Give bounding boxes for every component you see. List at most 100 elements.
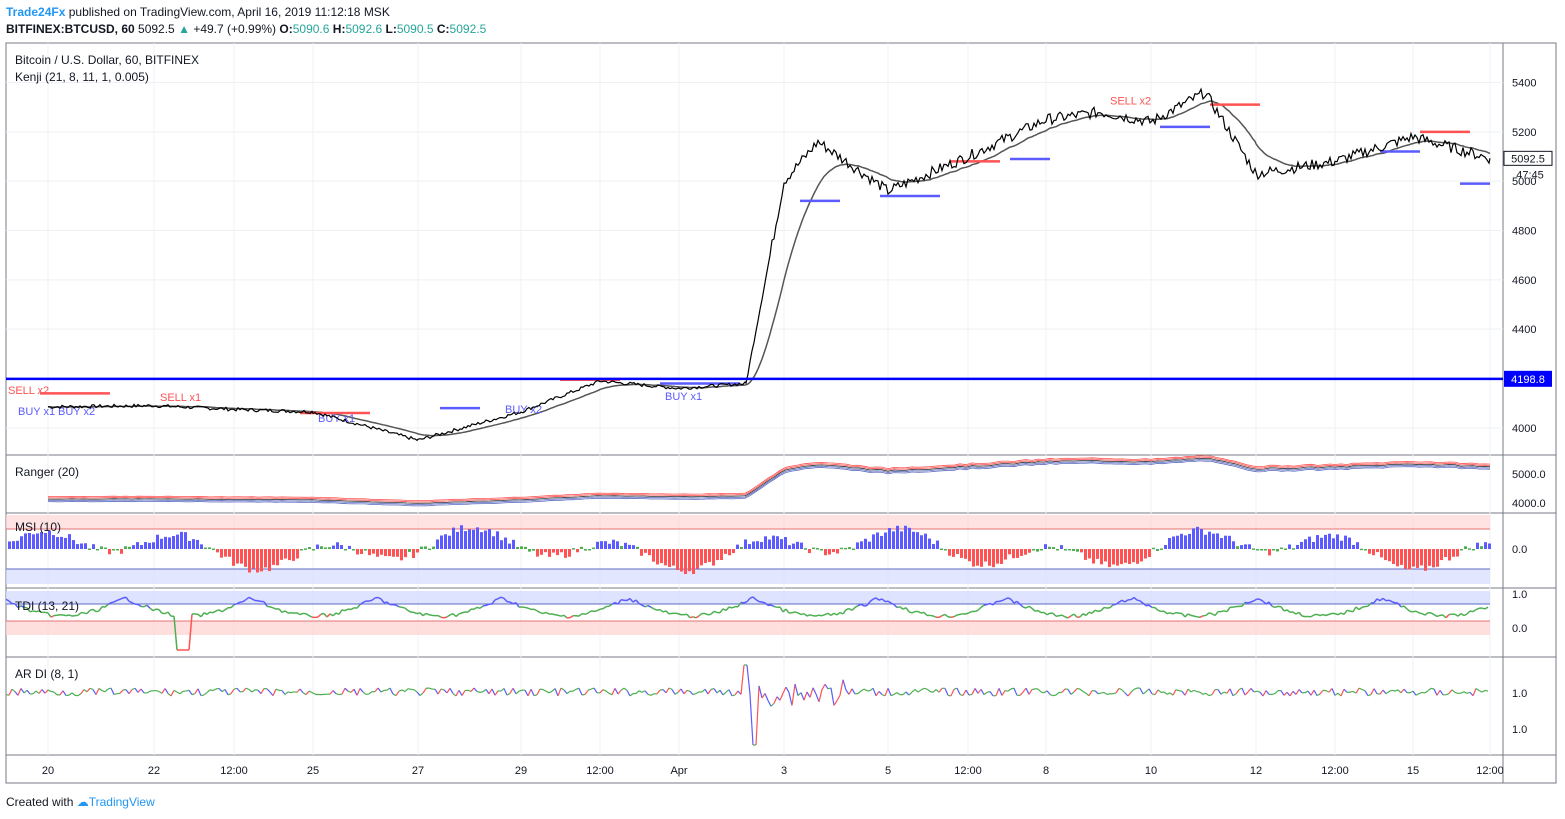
msi-bar <box>412 549 415 559</box>
msi-bar <box>944 549 947 551</box>
ardi-segment <box>578 688 583 696</box>
tdi-segment <box>596 608 601 612</box>
ardi-segment <box>1235 689 1240 695</box>
msi-bar <box>400 549 403 561</box>
ardi-segment <box>974 688 979 694</box>
tdi-segment <box>68 614 73 617</box>
ardi-segment <box>179 690 184 695</box>
ardi-segment <box>257 689 262 695</box>
ardi-segment <box>821 684 826 690</box>
ardi-segment <box>1295 689 1300 695</box>
ardi-segment <box>734 690 739 696</box>
msi-bar <box>488 529 491 549</box>
tdi-segment <box>1259 598 1264 602</box>
tdi-segment <box>461 611 466 614</box>
ardi-segment <box>224 689 229 696</box>
ardi-segment <box>236 687 241 693</box>
ardi-segment <box>1124 692 1129 697</box>
ardi-segment <box>188 689 193 695</box>
msi-bar <box>372 549 375 554</box>
ardi-segment <box>1343 688 1348 693</box>
ardi-segment <box>683 690 688 695</box>
msi-bar <box>380 549 383 555</box>
msi-bar <box>184 532 187 549</box>
ardi-segment <box>407 688 412 690</box>
ardi-segment <box>917 689 922 693</box>
msi-bar <box>32 534 35 549</box>
publisher-name[interactable]: Trade24Fx <box>6 5 66 19</box>
ardi-segment <box>557 687 562 697</box>
tdi-segment <box>473 606 478 610</box>
time-tick-label: 12:00 <box>586 765 614 777</box>
msi-bar <box>1468 548 1471 550</box>
msi-bar <box>8 541 11 549</box>
msi-bar <box>916 532 919 549</box>
ardi-segment <box>233 687 238 690</box>
ardi-segment <box>1103 691 1108 695</box>
ardi-segment <box>662 689 667 694</box>
tdi-segment <box>1268 601 1273 607</box>
ardi-segment <box>50 690 55 693</box>
ardi-segment <box>932 688 937 693</box>
tradingview-brand[interactable]: TradingView <box>88 795 155 809</box>
panel-title-msi: MSI (10) <box>15 520 61 534</box>
msi-histogram <box>8 525 1491 575</box>
tdi-segment <box>446 614 451 618</box>
msi-bar <box>876 532 879 549</box>
ardi-segment <box>692 693 697 696</box>
ardi-segment <box>1427 687 1432 692</box>
ardi-segment <box>1130 688 1135 693</box>
tdi-segment <box>710 610 715 615</box>
ardi-segment <box>1253 690 1258 693</box>
time-tick-label: 12:00 <box>220 765 248 777</box>
msi-bar <box>1040 549 1043 551</box>
tdi-segment <box>1139 600 1144 604</box>
tdi-segment <box>86 609 91 615</box>
msi-bar <box>1172 536 1175 549</box>
msi-bar <box>124 546 127 549</box>
tdi-segment <box>1463 613 1468 617</box>
open-label: O: <box>279 22 293 36</box>
msi-bar <box>1148 549 1151 558</box>
tdi-segment <box>437 614 442 618</box>
ardi-segment <box>566 690 571 695</box>
tdi-segment <box>665 610 670 615</box>
msi-bar <box>196 539 199 549</box>
ardi-segment <box>902 691 907 696</box>
time-tick-label: 3 <box>781 765 787 777</box>
tdi-segment <box>1172 611 1177 615</box>
ardi-segment <box>710 687 715 691</box>
tdi-segment <box>953 614 958 618</box>
msi-bar <box>592 547 595 550</box>
msi-bar <box>512 539 515 549</box>
tdi-segment <box>1223 610 1228 613</box>
ardi-segment <box>1364 690 1369 696</box>
tdi-segment <box>545 611 550 615</box>
signal-label: BUY x2 <box>58 406 95 418</box>
signal-label: BUY x1 <box>18 406 55 418</box>
msi-bar <box>1136 549 1139 564</box>
tdi-segment <box>989 602 994 606</box>
tdi-segment <box>44 611 49 614</box>
ardi-segment <box>956 687 961 695</box>
tdi-segment <box>209 611 214 614</box>
ardi-segment <box>833 700 838 706</box>
panel-title-tdi: TDI (13, 21) <box>15 599 79 613</box>
tdi-segment <box>1313 613 1318 616</box>
tdi-segment <box>872 597 877 600</box>
ardi-segment <box>1094 690 1099 695</box>
msi-bar <box>224 549 227 557</box>
tdi-segment <box>1388 599 1393 603</box>
msi-bar <box>1360 548 1363 551</box>
ardi-segment <box>110 687 115 695</box>
tdi-segment <box>542 611 547 615</box>
msi-bar <box>272 549 275 565</box>
ardi-segment <box>599 689 604 694</box>
tdi-segment <box>1457 612 1462 617</box>
chart-header: Trade24Fx published on TradingView.com, … <box>6 4 1556 40</box>
tdi-segment <box>860 603 865 607</box>
msi-bar <box>1012 549 1015 559</box>
msi-bar <box>712 549 715 566</box>
tdi-segment <box>1403 605 1408 610</box>
